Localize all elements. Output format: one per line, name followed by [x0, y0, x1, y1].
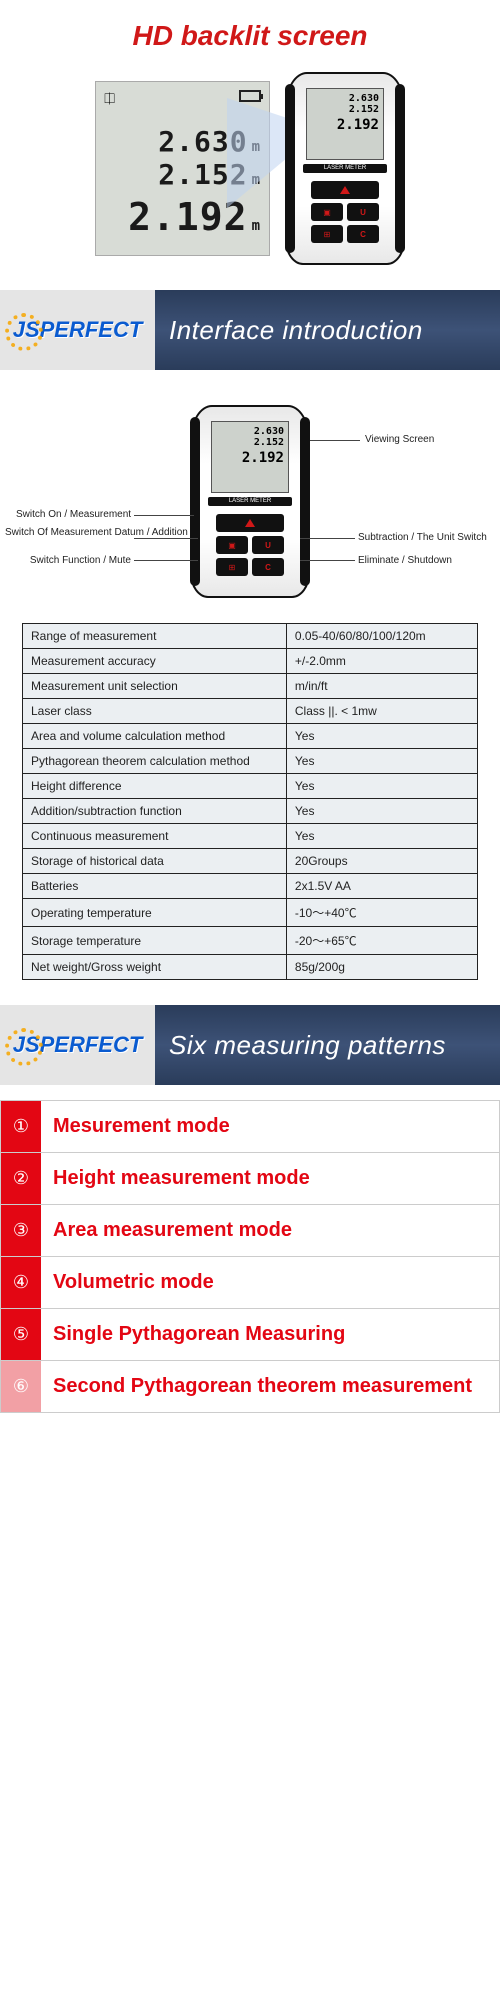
- device-render: 2.630 2.152 2.192 LASER METER: [285, 72, 405, 265]
- callout-unit: Subtraction / The Unit Switch: [358, 532, 487, 543]
- table-row: Storage of historical data20Groups: [23, 849, 478, 874]
- callout-screen: Viewing Screen: [365, 434, 434, 445]
- table-row: Batteries2x1.5V AA: [23, 874, 478, 899]
- mode-number: ⑥: [1, 1361, 41, 1412]
- banner-logo-area: JSPERFECT: [0, 290, 155, 370]
- banner-title-2: Six measuring patterns: [169, 1030, 446, 1061]
- table-row: Range of measurement0.05-40/60/80/100/12…: [23, 624, 478, 649]
- btn-clear-2: [252, 558, 284, 576]
- callout-switch-on: Switch On / Measurement: [16, 509, 131, 520]
- spec-table-wrap: Range of measurement0.05-40/60/80/100/12…: [0, 623, 500, 1005]
- mode-row: ③Area measurement mode: [0, 1205, 500, 1257]
- btn-func-2: [216, 558, 248, 576]
- btn-read: [311, 181, 379, 199]
- table-row: Storage temperature-20～+65℃: [23, 927, 478, 955]
- table-row: Pythagorean theorem calculation methodYe…: [23, 749, 478, 774]
- section-title: HD backlit screen: [0, 20, 500, 52]
- mode-label: Volumetric mode: [41, 1257, 499, 1308]
- mode-row: ①Mesurement mode: [0, 1100, 500, 1153]
- mode-number: ③: [1, 1205, 41, 1256]
- gear-icon-2: [5, 1028, 43, 1066]
- mode-row: ⑥Second Pythagorean theorem measurement: [0, 1361, 500, 1413]
- mode-label: Mesurement mode: [41, 1101, 499, 1152]
- banner-title: Interface introduction: [169, 315, 423, 346]
- btn-read-2: [216, 514, 284, 532]
- banner-patterns: JSPERFECT Six measuring patterns: [0, 1005, 500, 1085]
- mode-label: Single Pythagorean Measuring: [41, 1309, 499, 1360]
- table-row: Addition/subtraction functionYes: [23, 799, 478, 824]
- banner-interface: JSPERFECT Interface introduction: [0, 290, 500, 370]
- device-screen: 2.630 2.152 2.192: [306, 88, 384, 160]
- table-row: Measurement accuracy+/-2.0mm: [23, 649, 478, 674]
- modes-list: ①Mesurement mode②Height measurement mode…: [0, 1085, 500, 1433]
- callout-datum: Switch Of Measurement Datum / Addition: [5, 527, 131, 538]
- mode-number: ②: [1, 1153, 41, 1204]
- mode-label: Height measurement mode: [41, 1153, 499, 1204]
- device-screen-2: 2.630 2.152 2.192: [211, 421, 289, 493]
- mode-label: Second Pythagorean theorem measurement: [41, 1361, 499, 1412]
- table-row: Operating temperature-10～+40℃: [23, 899, 478, 927]
- mode-number: ⑤: [1, 1309, 41, 1360]
- btn-datum: [311, 203, 343, 221]
- table-row: Laser classClass ||. < 1mw: [23, 699, 478, 724]
- mode-row: ⑤Single Pythagorean Measuring: [0, 1309, 500, 1361]
- section-hd-screen: HD backlit screen: [0, 0, 500, 62]
- table-row: Net weight/Gross weight85g/200g: [23, 955, 478, 980]
- brand-logo: JSPERFECT: [13, 317, 143, 343]
- table-row: Measurement unit selectionm/in/ft: [23, 674, 478, 699]
- btn-clear: [347, 225, 379, 243]
- mode-number: ①: [1, 1101, 41, 1152]
- device-label: LASER METER: [303, 164, 387, 173]
- table-row: Area and volume calculation methodYes: [23, 724, 478, 749]
- brand-logo-2: JSPERFECT: [13, 1032, 143, 1058]
- table-row: Height differenceYes: [23, 774, 478, 799]
- callout-func: Switch Function / Mute: [27, 555, 131, 566]
- mode-row: ②Height measurement mode: [0, 1153, 500, 1205]
- mode-row: ④Volumetric mode: [0, 1257, 500, 1309]
- screen-row: ⎅ 2.630m 2.152m 2.192m 2.630 2.152 2.192…: [0, 62, 500, 290]
- callout-eliminate: Eliminate / Shutdown: [358, 555, 452, 566]
- btn-func: [311, 225, 343, 243]
- spec-table: Range of measurement0.05-40/60/80/100/12…: [22, 623, 478, 980]
- gear-icon: [5, 313, 43, 351]
- reference-icon: ⎅: [104, 90, 115, 107]
- btn-datum-2: [216, 536, 248, 554]
- mode-number: ④: [1, 1257, 41, 1308]
- table-row: Continuous measurementYes: [23, 824, 478, 849]
- projection-beam: [227, 98, 287, 208]
- banner-title-area: Interface introduction: [155, 290, 500, 370]
- interface-diagram: 2.630 2.152 2.192 LASER METER Viewing Sc…: [0, 370, 500, 623]
- btn-unit: [347, 203, 379, 221]
- btn-unit-2: [252, 536, 284, 554]
- lcd-unit-3: m: [252, 218, 261, 234]
- mode-label: Area measurement mode: [41, 1205, 499, 1256]
